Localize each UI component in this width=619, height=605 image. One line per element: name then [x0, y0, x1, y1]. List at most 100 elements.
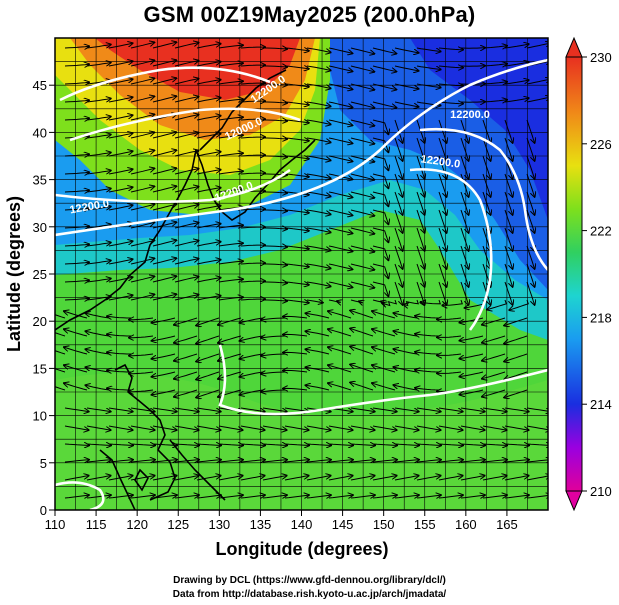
streamline-arrow [240, 444, 265, 445]
streamline-arrow [372, 173, 388, 188]
streamline-arrow [261, 390, 286, 392]
streamline-arrow [416, 65, 441, 70]
streamline-arrow [152, 353, 176, 359]
streamline-arrow [350, 245, 374, 252]
streamline-arrow [526, 425, 548, 430]
y-tick-label: 40 [33, 125, 47, 140]
streamline-arrow [438, 191, 447, 215]
streamline-arrow [416, 425, 441, 430]
streamline-arrow [130, 42, 154, 49]
streamline-arrow [438, 66, 463, 68]
streamline-arrow [372, 65, 396, 72]
streamline-arrow [86, 45, 111, 49]
x-tick-label: 110 [45, 517, 66, 532]
streamline-arrow [328, 281, 352, 287]
streamline-arrow [306, 460, 331, 462]
streamline-arrow [504, 353, 528, 362]
streamline-arrow [263, 246, 287, 247]
streamline-arrow [306, 83, 331, 88]
streamline-arrow [416, 407, 441, 412]
streamline-arrow [504, 191, 513, 215]
colorbar-tick-label: 226 [590, 137, 612, 152]
streamline-arrow [218, 189, 243, 192]
streamline-arrow [416, 444, 441, 445]
streamline-arrow [261, 318, 286, 320]
streamline-arrow [218, 171, 243, 174]
streamline-arrow [240, 317, 264, 323]
streamline-arrow [130, 96, 154, 103]
streamline-arrow [526, 476, 548, 481]
streamline-arrow [129, 390, 154, 392]
streamline-arrow [86, 117, 111, 121]
height-contours [55, 58, 548, 510]
streamline-arrow [504, 444, 529, 445]
streamline-arrow [196, 260, 221, 265]
streamline-arrow [240, 353, 264, 359]
streamline-arrow [64, 460, 89, 462]
streamline-arrow [196, 80, 221, 85]
streamline-arrow [460, 155, 469, 179]
streamline-arrow [482, 46, 507, 48]
streamline-arrow [64, 383, 88, 391]
streamline-arrow [108, 79, 133, 85]
streamline-arrow [350, 311, 374, 319]
streamline-arrow [196, 425, 221, 430]
streamline-arrow [218, 317, 242, 325]
streamline-arrow [261, 336, 286, 338]
streamline-arrow [415, 388, 440, 390]
streamline-arrow [328, 495, 353, 498]
streamline-arrow [64, 347, 88, 355]
streamline-arrow [55, 386, 66, 391]
streamline-arrow [174, 169, 198, 175]
streamline-arrow [64, 495, 89, 498]
streamline-arrow [416, 137, 425, 161]
streamline-arrow [152, 150, 176, 157]
streamline-arrow [86, 444, 111, 445]
streamline-arrow [350, 329, 374, 337]
streamline-arrow [328, 83, 352, 89]
streamline-arrow [382, 299, 398, 306]
streamline-arrow [460, 191, 469, 215]
streamline-arrow [350, 227, 374, 234]
x-axis-ticks: 110 115 120 125 130 135 140 145 150 155 160 165 [45, 510, 518, 532]
streamline-arrow [306, 101, 331, 106]
streamline-arrow [218, 444, 243, 445]
streamline-arrow [306, 209, 331, 214]
streamline-arrow [263, 264, 287, 265]
y-tick-label: 0 [40, 503, 47, 518]
streamline-arrow [174, 277, 198, 283]
streamline-arrow [261, 372, 286, 374]
streamline-arrow [263, 300, 287, 301]
streamline-arrow [263, 84, 287, 85]
colorbar-tick-label: 230 [590, 50, 612, 65]
streamline-arrow [64, 82, 89, 84]
y-axis-ticks: 0 5 10 15 20 25 30 35 40 45 [33, 78, 55, 518]
streamline-arrow [240, 173, 265, 174]
streamline-arrow [504, 80, 529, 85]
streamline-arrow [394, 227, 403, 251]
streamline-arrow [107, 370, 131, 372]
streamline-arrow [152, 389, 176, 395]
streamline-arrow [284, 138, 309, 141]
streamline-arrow [306, 313, 330, 319]
streamline-arrow [108, 61, 133, 67]
streamline-arrow [174, 425, 199, 430]
streamline-arrow [460, 245, 469, 269]
streamline-arrow [240, 299, 265, 300]
streamline-arrow [263, 66, 287, 67]
streamline-arrow [415, 352, 440, 354]
streamline-arrow [130, 168, 154, 175]
streamline-arrow [504, 173, 513, 197]
streamline-arrow [263, 102, 287, 103]
streamline-arrow [152, 460, 177, 462]
streamline-arrow [152, 78, 176, 85]
streamline-arrow [482, 317, 506, 325]
streamline-arrow [306, 495, 331, 498]
streamline-arrow [196, 353, 220, 362]
streamline-arrow [64, 100, 89, 102]
streamline-arrow [174, 389, 198, 397]
streamline-arrow [394, 331, 418, 337]
streamline-arrow [108, 169, 133, 175]
streamline-arrow [130, 240, 154, 247]
streamline-arrow [460, 371, 484, 377]
